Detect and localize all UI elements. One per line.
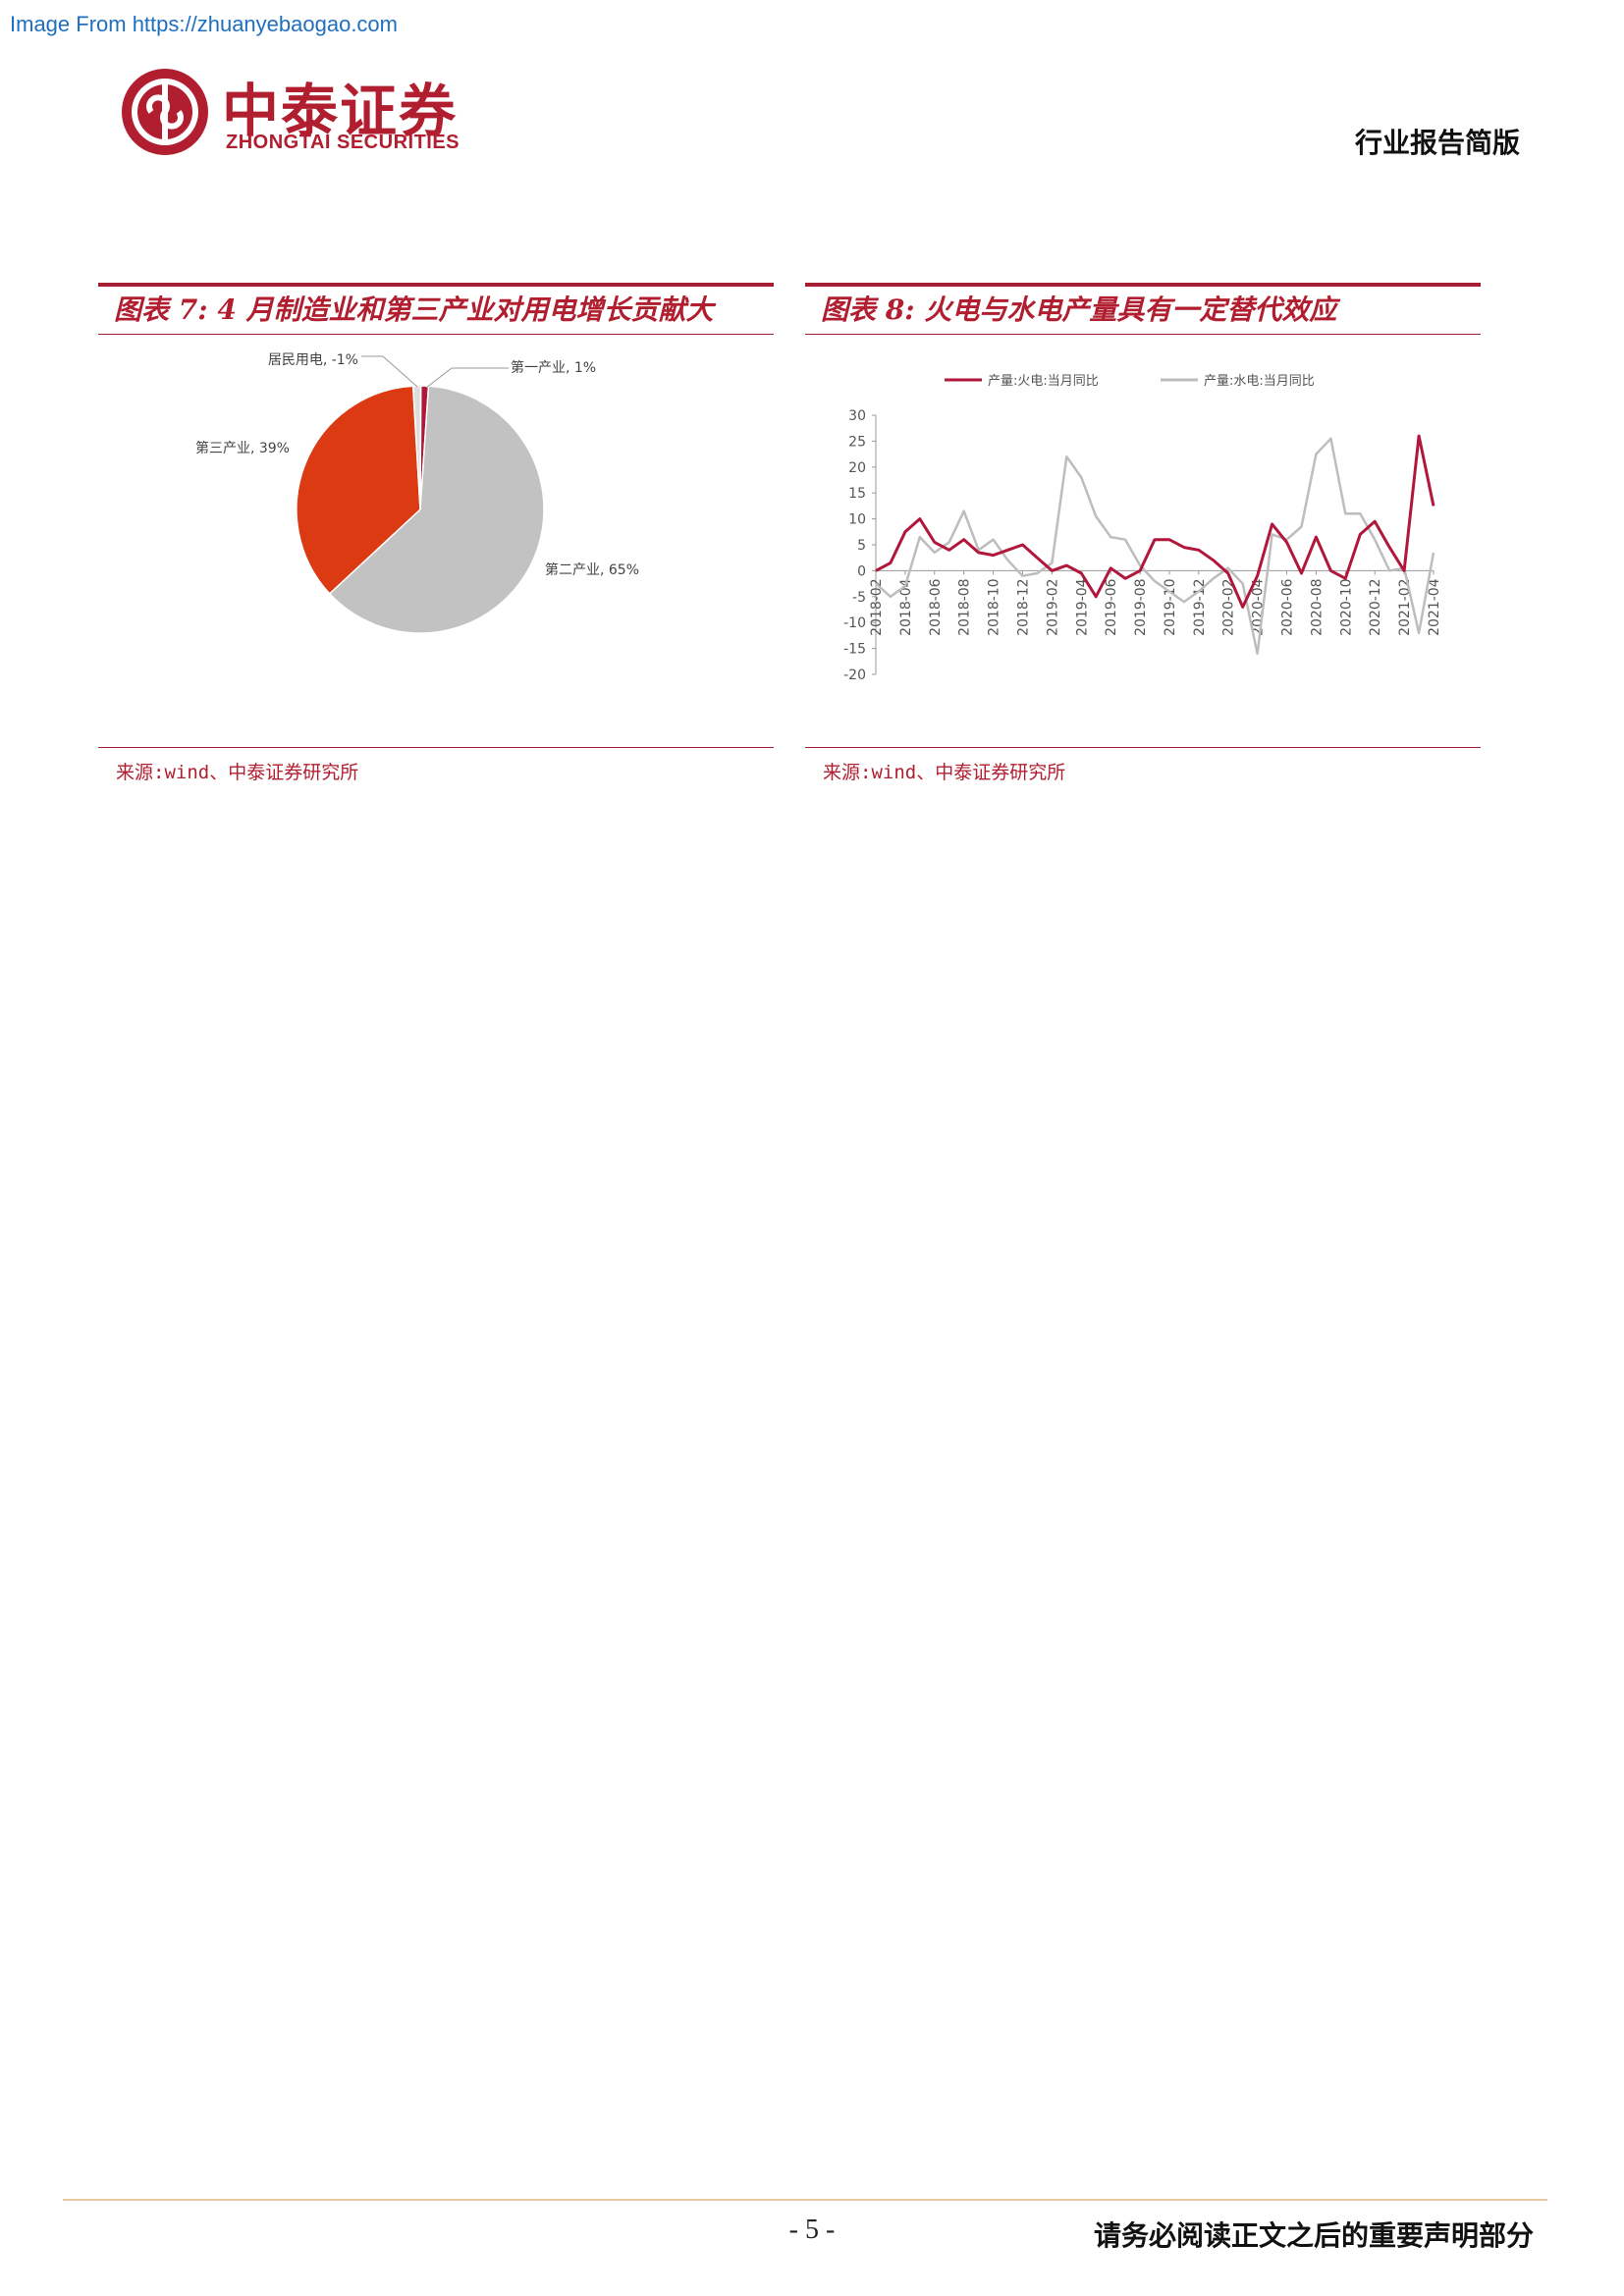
pie-slice-label: 第一产业, 1%	[511, 359, 596, 376]
x-tick-label: 2019-08	[1133, 578, 1149, 636]
figure-8-title: 图表 8: 火电与水电产量具有一定替代效应	[805, 287, 1481, 335]
x-tick-label: 2018-02	[869, 578, 885, 636]
figure-8-panel: 图表 8: 火电与水电产量具有一定替代效应 产量:火电:当月同比 产量:水电:当月…	[805, 283, 1481, 784]
figure-7-body: 第一产业, 1% 第二产业, 65% 第三产业, 39% 居民用电, -1%	[98, 335, 774, 747]
pie-slice-label: 第二产业, 65%	[545, 561, 639, 578]
y-tick-label: -10	[843, 615, 866, 631]
figure-8-body: 产量:火电:当月同比 产量:水电:当月同比 30 25 20 15 10 5 0 -5 -10 -15…	[805, 335, 1481, 747]
y-tick-label: 30	[848, 408, 866, 424]
figure-7-panel: 图表 7: 4 月制造业和第三产业对用电增长贡献大 第一产业, 1% 第二产业, …	[98, 283, 774, 784]
figure-7-title: 图表 7: 4 月制造业和第三产业对用电增长贡献大	[98, 287, 774, 335]
pie-slice	[296, 385, 421, 595]
figure-7-source: 来源:wind、中泰证券研究所	[116, 762, 359, 783]
pie-leader-line	[361, 355, 418, 388]
logo-emblem-icon	[122, 69, 208, 155]
legend-label: 产量:火电:当月同比	[988, 374, 1099, 389]
logo-english-name: ZHONGTAI SECURITIES	[226, 132, 460, 153]
x-tick-label: 2019-02	[1045, 578, 1060, 636]
y-tick-label: 20	[848, 460, 866, 476]
y-tick-label: 10	[848, 512, 866, 528]
footer-rule	[63, 2199, 1547, 2201]
figure-top-rule	[98, 283, 774, 287]
x-tick-label: 2019-06	[1104, 578, 1119, 636]
y-tick-label: -20	[843, 667, 866, 683]
x-tick-label: 2020-08	[1309, 578, 1325, 636]
document-type: 行业报告简版	[1354, 127, 1520, 159]
y-tick-label: -5	[852, 590, 866, 606]
x-tick-label: 2020-02	[1221, 578, 1237, 636]
y-tick-label: 15	[848, 486, 866, 502]
x-tick-label: 2018-04	[898, 578, 914, 636]
pie-slice-label: 第三产业, 39%	[195, 440, 290, 456]
page-number: - 5 -	[788, 2215, 836, 2245]
pie-chart: 第一产业, 1% 第二产业, 65% 第三产业, 39% 居民用电, -1%	[195, 352, 639, 634]
figure-bottom-rule	[98, 747, 774, 748]
x-tick-label: 2018-08	[957, 578, 973, 636]
figure-8-source: 来源:wind、中泰证券研究所	[823, 762, 1066, 783]
legend-label: 产量:水电:当月同比	[1204, 374, 1315, 389]
y-tick-label: 5	[857, 538, 866, 554]
figure-bottom-rule	[805, 747, 1481, 748]
series-line	[875, 434, 1435, 609]
company-logo: 中泰证券 ZHONGTAI SECURITIES	[118, 61, 491, 169]
pie-leader-line	[425, 367, 509, 389]
y-tick-label: -15	[843, 642, 866, 658]
x-tick-label: 2020-10	[1338, 578, 1354, 636]
x-tick-label: 2021-02	[1397, 578, 1413, 636]
x-tick-label: 2020-06	[1280, 578, 1296, 636]
x-tick-label: 2018-06	[928, 578, 944, 636]
y-tick-label: 25	[848, 434, 866, 450]
x-tick-label: 2021-04	[1427, 578, 1442, 636]
x-tick-label: 2020-12	[1368, 578, 1383, 636]
source-watermark: Image From https://zhuanyebaogao.com	[10, 12, 398, 36]
logo-chinese-name: 中泰证券	[222, 78, 459, 144]
x-tick-label: 2018-10	[987, 578, 1002, 636]
series-line	[875, 437, 1435, 656]
x-tick-label: 2019-10	[1163, 578, 1178, 636]
y-tick-label: 0	[857, 563, 866, 579]
footer-disclaimer-note: 请务必阅读正文之后的重要声明部分	[1093, 2219, 1534, 2252]
line-chart: 产量:火电:当月同比 产量:水电:当月同比 30 25 20 15 10 5 0 -5 -10 -15…	[843, 374, 1442, 683]
pie-slice	[328, 385, 545, 634]
x-tick-label: 2018-12	[1015, 578, 1031, 636]
pie-slice-label: 居民用电, -1%	[268, 352, 358, 368]
x-tick-label: 2019-04	[1074, 578, 1090, 636]
figure-top-rule	[805, 283, 1481, 287]
